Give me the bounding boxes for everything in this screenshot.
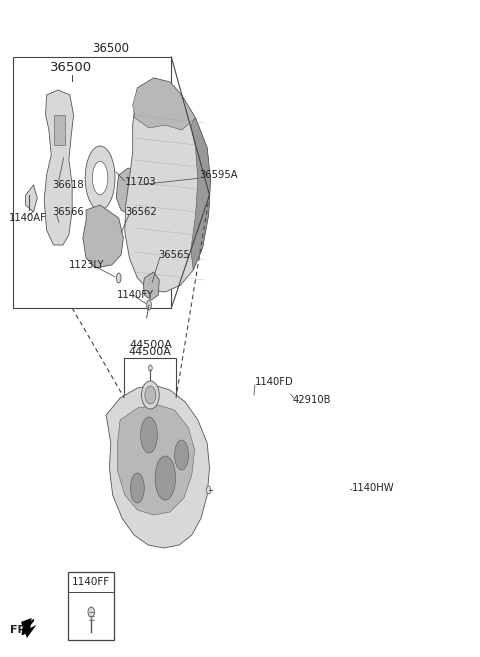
- Text: 11703: 11703: [125, 177, 156, 187]
- Text: 36566: 36566: [52, 207, 84, 217]
- Ellipse shape: [145, 386, 156, 404]
- Text: 36500: 36500: [92, 41, 129, 55]
- Text: 1123LY: 1123LY: [69, 260, 105, 270]
- Text: 42910B: 42910B: [292, 395, 331, 405]
- Text: 36618: 36618: [52, 180, 84, 190]
- Ellipse shape: [175, 440, 189, 470]
- Text: 1140HW: 1140HW: [352, 483, 395, 493]
- Polygon shape: [191, 118, 210, 270]
- Ellipse shape: [155, 456, 176, 500]
- Polygon shape: [21, 618, 36, 638]
- Text: 36595A: 36595A: [199, 170, 238, 180]
- Text: FR.: FR.: [10, 625, 31, 635]
- Ellipse shape: [92, 162, 108, 194]
- Polygon shape: [144, 272, 159, 300]
- Ellipse shape: [88, 607, 95, 617]
- Ellipse shape: [142, 381, 159, 409]
- Ellipse shape: [147, 300, 151, 310]
- Polygon shape: [116, 168, 142, 215]
- Text: 36562: 36562: [126, 207, 157, 217]
- Polygon shape: [117, 405, 194, 515]
- Ellipse shape: [141, 417, 157, 453]
- Text: 44500A: 44500A: [129, 340, 172, 350]
- Bar: [69, 572, 114, 640]
- Polygon shape: [83, 205, 123, 268]
- Ellipse shape: [131, 473, 144, 503]
- Ellipse shape: [206, 486, 211, 494]
- Polygon shape: [125, 78, 210, 292]
- Text: 1140FF: 1140FF: [72, 577, 110, 587]
- Polygon shape: [44, 90, 73, 245]
- Ellipse shape: [148, 365, 152, 371]
- Text: 36565: 36565: [158, 250, 190, 260]
- Ellipse shape: [85, 146, 115, 210]
- Text: 36500: 36500: [50, 60, 93, 74]
- Polygon shape: [25, 185, 37, 212]
- Text: 1140AF: 1140AF: [8, 213, 46, 223]
- Polygon shape: [132, 78, 195, 130]
- Text: 1140FY: 1140FY: [117, 290, 155, 300]
- Text: 44500A: 44500A: [129, 347, 171, 357]
- Text: 1140FD: 1140FD: [255, 377, 294, 387]
- Polygon shape: [54, 115, 65, 145]
- Polygon shape: [106, 385, 209, 548]
- Ellipse shape: [116, 273, 121, 283]
